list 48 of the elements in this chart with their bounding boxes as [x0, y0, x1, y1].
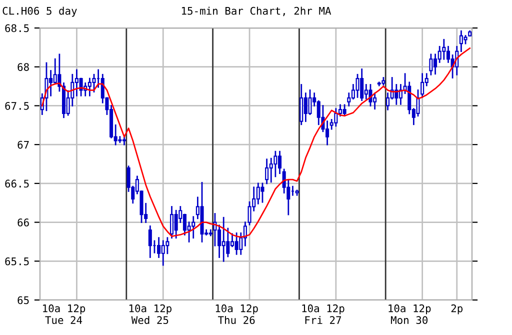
y-tick-label: 67 — [18, 140, 29, 149]
y-tick-label: 68.5 — [5, 24, 29, 32]
candlestick — [260, 182, 264, 203]
candlestick — [53, 58, 57, 84]
candlestick — [334, 108, 338, 127]
x-tick-label: 10a 12p Wed 25 — [129, 304, 172, 324]
candlestick — [148, 225, 152, 258]
candlestick — [170, 206, 174, 239]
y-tick-label: 66 — [18, 218, 29, 226]
candlestick — [420, 73, 424, 98]
candlestick — [192, 216, 196, 239]
candlestick — [347, 92, 351, 106]
candlestick — [300, 84, 304, 126]
candlestick — [222, 216, 226, 262]
y-tick-label: 67.5 — [5, 102, 29, 110]
chart-title: 15-min Bar Chart, 2hr MA — [182, 6, 332, 16]
candlestick — [256, 182, 260, 204]
candlestick — [265, 158, 269, 184]
candlestick — [174, 210, 178, 239]
candlestick — [360, 68, 364, 101]
candlestick — [122, 136, 126, 146]
x-tick-label: 10a 12p Tue 24 — [43, 304, 86, 324]
candlestick — [429, 54, 433, 76]
candlestick — [408, 82, 412, 114]
candlestick — [243, 222, 247, 246]
y-tick-label: 66.5 — [5, 180, 29, 188]
y-tick-label: 65.5 — [5, 257, 29, 266]
y-tick-label: 68 — [18, 63, 29, 71]
candlestick — [58, 54, 62, 92]
candlestick — [278, 150, 282, 174]
x-tick-label: 10a 12p Thu 26 — [216, 304, 258, 324]
candlestick — [342, 104, 346, 117]
y-tick-label: 65 — [18, 296, 29, 304]
x-tick-label: 10a 12p Fri 27 — [302, 304, 344, 324]
candlestick — [386, 92, 390, 110]
candlestick — [92, 74, 96, 92]
candlestick — [157, 237, 161, 258]
text: CL.H06 5 day — [2, 6, 77, 17]
candlestick — [234, 232, 238, 255]
x-tick-label: 2p — [451, 304, 463, 314]
candlestick — [338, 104, 342, 117]
candlestick — [118, 136, 122, 143]
x-tick-label: 10a 12p Mon 30 — [388, 304, 431, 324]
candlestick — [356, 74, 360, 98]
candlestick — [308, 89, 312, 115]
candlestick — [161, 240, 165, 266]
candlestick — [316, 100, 320, 126]
candlestick — [442, 38, 446, 60]
